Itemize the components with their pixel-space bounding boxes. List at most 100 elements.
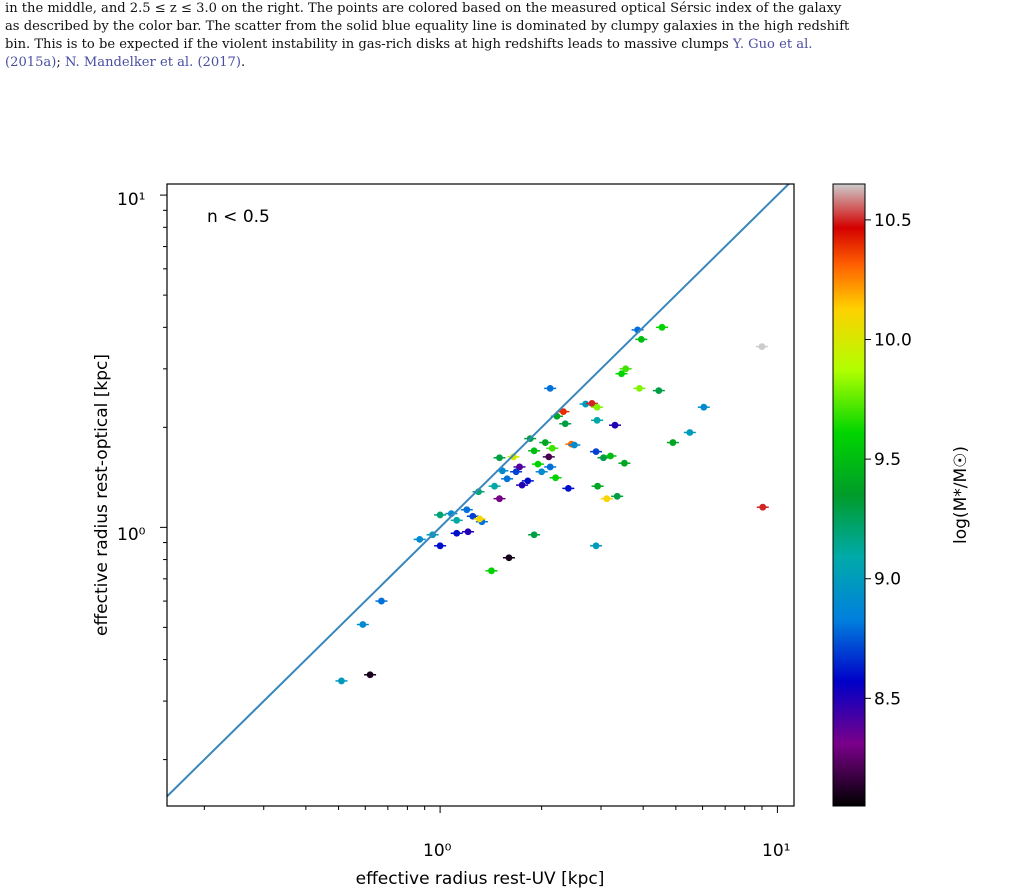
data-marker [498, 467, 506, 475]
data-marker [534, 460, 542, 468]
data-point [521, 477, 534, 485]
data-point [462, 528, 475, 536]
data-point [413, 535, 426, 543]
data-point [619, 365, 632, 373]
data-marker [559, 408, 567, 416]
data-point [539, 439, 552, 446]
data-marker [611, 421, 619, 429]
data-marker [588, 400, 596, 407]
x-tick-label: 10¹ [762, 841, 790, 861]
colorbar-tick-label: 10.5 [874, 211, 912, 231]
citation-link-guo[interactable]: Y. Guo et al. [732, 37, 813, 52]
y-axis-label: effective radius rest-optical [kpc] [92, 354, 112, 636]
data-marker [488, 567, 495, 575]
data-point [557, 408, 570, 416]
citation-link-guo-year[interactable]: (2015a) [5, 55, 57, 70]
colorbar [832, 183, 866, 807]
data-point [755, 343, 768, 350]
data-marker [503, 475, 511, 483]
data-point [364, 671, 377, 679]
data-point [493, 454, 506, 462]
data-marker [564, 484, 572, 492]
data-marker [338, 677, 345, 685]
data-marker [496, 454, 503, 462]
data-point [493, 495, 506, 503]
data-marker [603, 495, 611, 503]
data-point [608, 421, 621, 429]
citation-link-mandelker[interactable]: N. Mandelker et al. (2017) [64, 55, 241, 70]
colorbar-tick-label: 10.0 [874, 331, 912, 351]
data-marker [686, 429, 694, 436]
data-marker [505, 554, 513, 562]
data-marker [669, 439, 677, 446]
data-marker [570, 441, 578, 449]
data-marker [359, 621, 367, 628]
data-point [528, 447, 541, 455]
data-point [473, 515, 486, 523]
caption-line: bin. This is to be expected if the viole… [5, 36, 1029, 54]
data-point [510, 468, 523, 476]
data-marker [545, 453, 553, 461]
figure-caption: in the middle, and 2.5 ≤ z ≤ 3.0 on the … [5, 0, 1029, 72]
data-point [516, 481, 529, 489]
data-marker [546, 384, 554, 392]
data-point [683, 429, 696, 436]
data-marker [416, 535, 424, 543]
data-marker [530, 531, 538, 539]
x-tick-label: 10⁰ [423, 841, 452, 861]
y-tick-label: 10⁰ [117, 525, 146, 545]
data-point [434, 542, 447, 550]
data-marker [561, 420, 569, 428]
data-point [604, 452, 617, 460]
data-marker [453, 529, 461, 537]
data-marker [594, 482, 601, 490]
data-point [591, 482, 604, 490]
data-point [466, 512, 479, 520]
data-marker [759, 503, 767, 511]
data-point [450, 529, 463, 537]
data-marker [510, 453, 517, 461]
data-point [485, 567, 498, 575]
data-marker [637, 335, 645, 343]
data-point [568, 441, 581, 449]
data-marker [548, 444, 556, 452]
data-point [531, 460, 544, 468]
data-marker [541, 439, 549, 446]
caption-line: (2015a); N. Mandelker et al. (2017). [5, 54, 1029, 72]
x-axis-label: effective radius rest-UV [kpc] [356, 869, 605, 889]
data-marker [700, 403, 708, 411]
data-point [652, 387, 665, 394]
colorbar-label: log(M*/M☉) [951, 446, 971, 544]
data-point [501, 475, 514, 483]
data-marker [518, 481, 526, 489]
data-marker [378, 597, 385, 605]
data-point [544, 463, 557, 471]
data-point [507, 453, 520, 461]
plot-frame [166, 183, 795, 807]
data-point [697, 403, 710, 411]
data-marker [613, 492, 621, 500]
data-point [600, 495, 613, 503]
data-marker [592, 542, 600, 550]
data-point [356, 621, 369, 628]
annotation-text: n < 0.5 [207, 207, 270, 227]
data-marker [636, 384, 643, 392]
data-point [666, 439, 679, 446]
data-point [585, 400, 598, 407]
equality-line [166, 183, 790, 798]
data-marker [469, 512, 477, 520]
data-marker [516, 463, 523, 471]
data-point [542, 453, 555, 461]
data-marker [512, 468, 520, 476]
data-marker [622, 365, 630, 373]
data-marker [463, 506, 471, 514]
caption-line: as described by the color bar. The scatt… [5, 19, 850, 34]
data-marker [436, 542, 444, 550]
caption-line: in the middle, and 2.5 ≤ z ≤ 3.0 on the … [5, 1, 842, 16]
data-marker [524, 477, 532, 485]
axis-ticks [160, 194, 778, 813]
data-point [450, 516, 463, 524]
data-point [562, 484, 575, 492]
data-point [656, 323, 669, 331]
